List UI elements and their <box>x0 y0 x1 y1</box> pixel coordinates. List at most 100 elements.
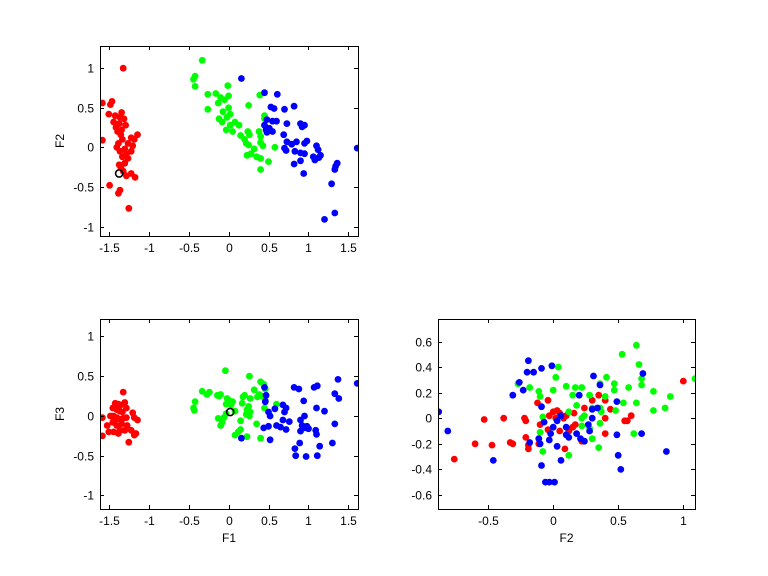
data-point <box>353 380 358 387</box>
data-point <box>614 451 622 459</box>
y-tick-label: -1 <box>83 489 94 503</box>
data-point <box>515 379 523 386</box>
data-point <box>581 404 588 412</box>
data-point <box>121 426 129 434</box>
data-point <box>282 426 290 433</box>
data-point <box>603 373 610 381</box>
data-point <box>570 409 578 417</box>
data-point <box>105 110 113 118</box>
data-point <box>548 362 556 370</box>
data-point <box>522 434 530 441</box>
y-tick-label: 0.5 <box>77 370 94 384</box>
data-point <box>261 398 269 406</box>
data-point <box>246 131 253 139</box>
data-point <box>639 370 647 377</box>
data-point <box>119 388 127 396</box>
data-point <box>601 430 609 437</box>
data-point <box>581 437 588 445</box>
data-point <box>124 155 132 162</box>
data-point <box>578 384 586 391</box>
data-point <box>438 408 443 416</box>
data-point <box>122 121 129 129</box>
data-point <box>291 147 299 155</box>
data-point <box>246 412 253 420</box>
y-tick-label: 0.2 <box>415 387 432 401</box>
data-point <box>106 181 113 189</box>
data-point <box>121 399 129 406</box>
data-point <box>623 417 631 425</box>
data-point <box>666 393 674 400</box>
data-points <box>438 341 695 486</box>
data-point <box>588 435 596 443</box>
data-point <box>191 398 199 406</box>
data-point <box>238 75 245 82</box>
data-point <box>565 451 573 459</box>
data-point <box>618 350 626 358</box>
data-point <box>691 375 695 382</box>
data-point <box>538 403 545 411</box>
data-point <box>116 426 124 434</box>
data-point <box>547 430 554 437</box>
data-point <box>198 56 206 64</box>
data-point <box>243 151 251 159</box>
data-point <box>203 391 211 398</box>
data-point <box>227 401 235 409</box>
data-point <box>519 386 527 394</box>
data-point <box>270 105 278 112</box>
data-point <box>218 118 226 126</box>
data-point <box>116 186 124 194</box>
data-point <box>627 412 635 420</box>
data-point <box>204 90 212 98</box>
data-point <box>245 102 253 109</box>
x-tick-label: 0 <box>550 514 557 528</box>
data-point <box>262 391 270 399</box>
y-axis-label: F2 <box>53 134 67 148</box>
data-point <box>123 404 130 412</box>
data-point <box>107 101 114 108</box>
data-point <box>225 92 233 100</box>
data-point <box>261 384 268 391</box>
x-tick-label: -1 <box>144 514 155 528</box>
data-point <box>573 430 580 437</box>
data-point <box>246 395 254 402</box>
data-point <box>562 423 570 431</box>
data-point <box>539 413 547 421</box>
data-point <box>331 209 339 217</box>
y-tick-label: -0.5 <box>73 450 94 464</box>
data-point <box>578 422 586 430</box>
data-point <box>526 439 534 446</box>
data-point <box>263 128 271 136</box>
x-tick-label: -1.5 <box>99 241 120 255</box>
data-point <box>663 448 670 455</box>
scatter-f1-vs-f2: -1.5 -1 -0.5 0 0.5 1 1.5 -1 -0.5 0 0.5 1 F2 <box>53 46 359 255</box>
scatter-f2-vs-f3: -0.5 0 0.5 1 -0.6 -0.4 -0.2 0 0.2 0.4 0.6 F2 <box>411 319 696 545</box>
data-point <box>539 448 547 455</box>
data-point <box>285 418 293 425</box>
data-point <box>261 121 268 129</box>
y-tick-label: 1 <box>87 62 94 76</box>
data-point <box>215 392 223 400</box>
data-point <box>117 163 125 171</box>
data-point <box>296 439 304 447</box>
data-point <box>509 391 517 399</box>
data-point <box>100 136 106 144</box>
x-tick-label: 1 <box>305 514 312 528</box>
y-tick-label: 1 <box>87 330 94 344</box>
y-tick-label: -1 <box>83 221 94 235</box>
data-point <box>321 216 328 223</box>
data-point <box>331 390 339 398</box>
data-point <box>549 423 557 431</box>
data-point <box>607 405 614 413</box>
data-point <box>283 120 291 127</box>
data-point <box>551 478 558 486</box>
data-point <box>302 453 310 460</box>
data-point <box>214 99 222 107</box>
series-red <box>100 64 141 212</box>
data-point <box>594 404 601 412</box>
data-point <box>444 427 452 435</box>
data-point <box>111 416 119 424</box>
data-point <box>586 391 593 399</box>
highlighted-point <box>225 407 235 417</box>
data-point <box>329 439 336 447</box>
data-point <box>650 407 657 414</box>
